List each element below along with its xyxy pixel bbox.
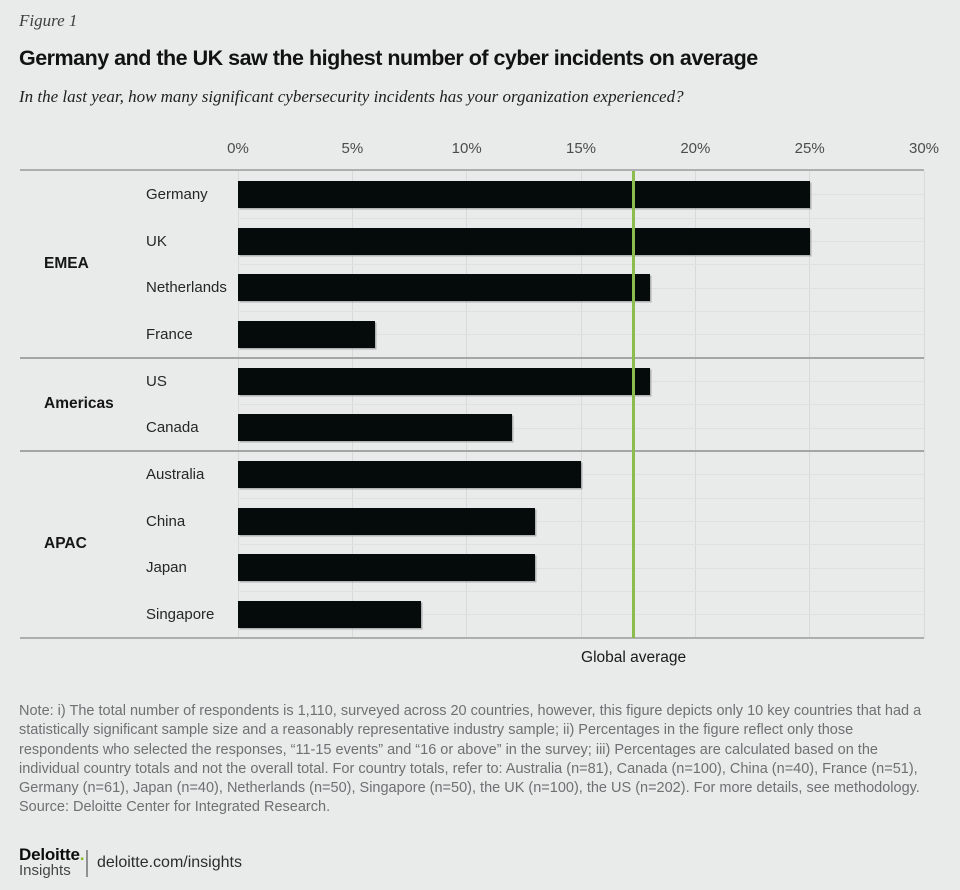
grid-line-horizontal [238,427,924,429]
bar [238,274,650,302]
grid-line-horizontal [238,217,924,219]
bar [238,600,421,628]
bar [238,414,513,442]
bar [238,367,650,395]
grid-line-horizontal [238,591,924,593]
footer-divider [86,850,88,877]
x-axis-tick: 30% [908,140,940,157]
deloitte-logo: Deloitte. [19,845,85,864]
bar [238,180,810,208]
bar-chart: 0% 5% 10% 15% 20% 25% 30% Germany UK Netherlands F… [20,140,940,666]
x-axis-tick: 25% [794,140,825,157]
notes-block: Note: i) The total number of respondents… [19,702,925,818]
country-label: Singapore [146,605,215,623]
figure-subtitle: In the last year, how many significant c… [19,87,684,106]
country-label: US [146,372,167,390]
footer-url[interactable]: deloitte.com/insights [97,854,242,871]
chart-top-border [20,169,924,172]
country-label: UK [146,232,167,250]
bar [238,507,536,535]
grid-line-horizontal [238,544,924,546]
x-axis-tick: 20% [680,140,711,157]
footer: Deloitte. Insights deloitte.com/insights [0,843,960,890]
country-label: Australia [146,465,205,483]
grid-line-horizontal [238,334,924,336]
grid-line-horizontal [238,614,924,616]
brand-green-dot: . [79,845,85,864]
x-axis-tick: 5% [341,140,364,157]
region-group-label: EMEA [44,255,89,273]
x-axis-tick: 10% [451,140,482,157]
grid-line-horizontal [238,264,924,266]
note-text: Note: i) The total number of respondents… [19,703,922,797]
section-divider [20,356,924,359]
brand-word: Deloitte [19,845,80,864]
grid-line-horizontal [238,474,924,476]
global-average-label: Global average [581,648,687,666]
country-label: Japan [146,559,187,577]
section-divider [20,450,924,453]
bar [238,554,536,582]
x-axis-tick: 0% [227,140,249,157]
region-group-label: Americas [44,395,114,413]
region-group-label: APAC [44,535,87,553]
grid-line-horizontal [238,497,924,499]
figure-label: Figure 1 [19,11,78,30]
insights-label: Insights [19,862,71,879]
grid-line-vertical [923,171,925,638]
bar [238,227,810,255]
grid-line-horizontal [238,404,924,406]
country-label: Netherlands [146,279,227,297]
source-text: Source: Deloitte Center for Integrated R… [19,799,331,816]
country-label: China [146,512,186,530]
country-label: Germany [146,185,208,203]
global-average-line [632,171,635,638]
country-label: France [146,325,193,343]
grid-line-horizontal [238,311,924,313]
bar [238,460,581,488]
grid-line-horizontal [238,567,924,569]
x-axis-tick: 15% [565,140,597,157]
bar [238,320,376,348]
chart-bottom-border [20,637,924,640]
figure-title: Germany and the UK saw the highest numbe… [19,46,758,70]
country-label: Canada [146,419,199,437]
grid-line-horizontal [238,521,924,523]
